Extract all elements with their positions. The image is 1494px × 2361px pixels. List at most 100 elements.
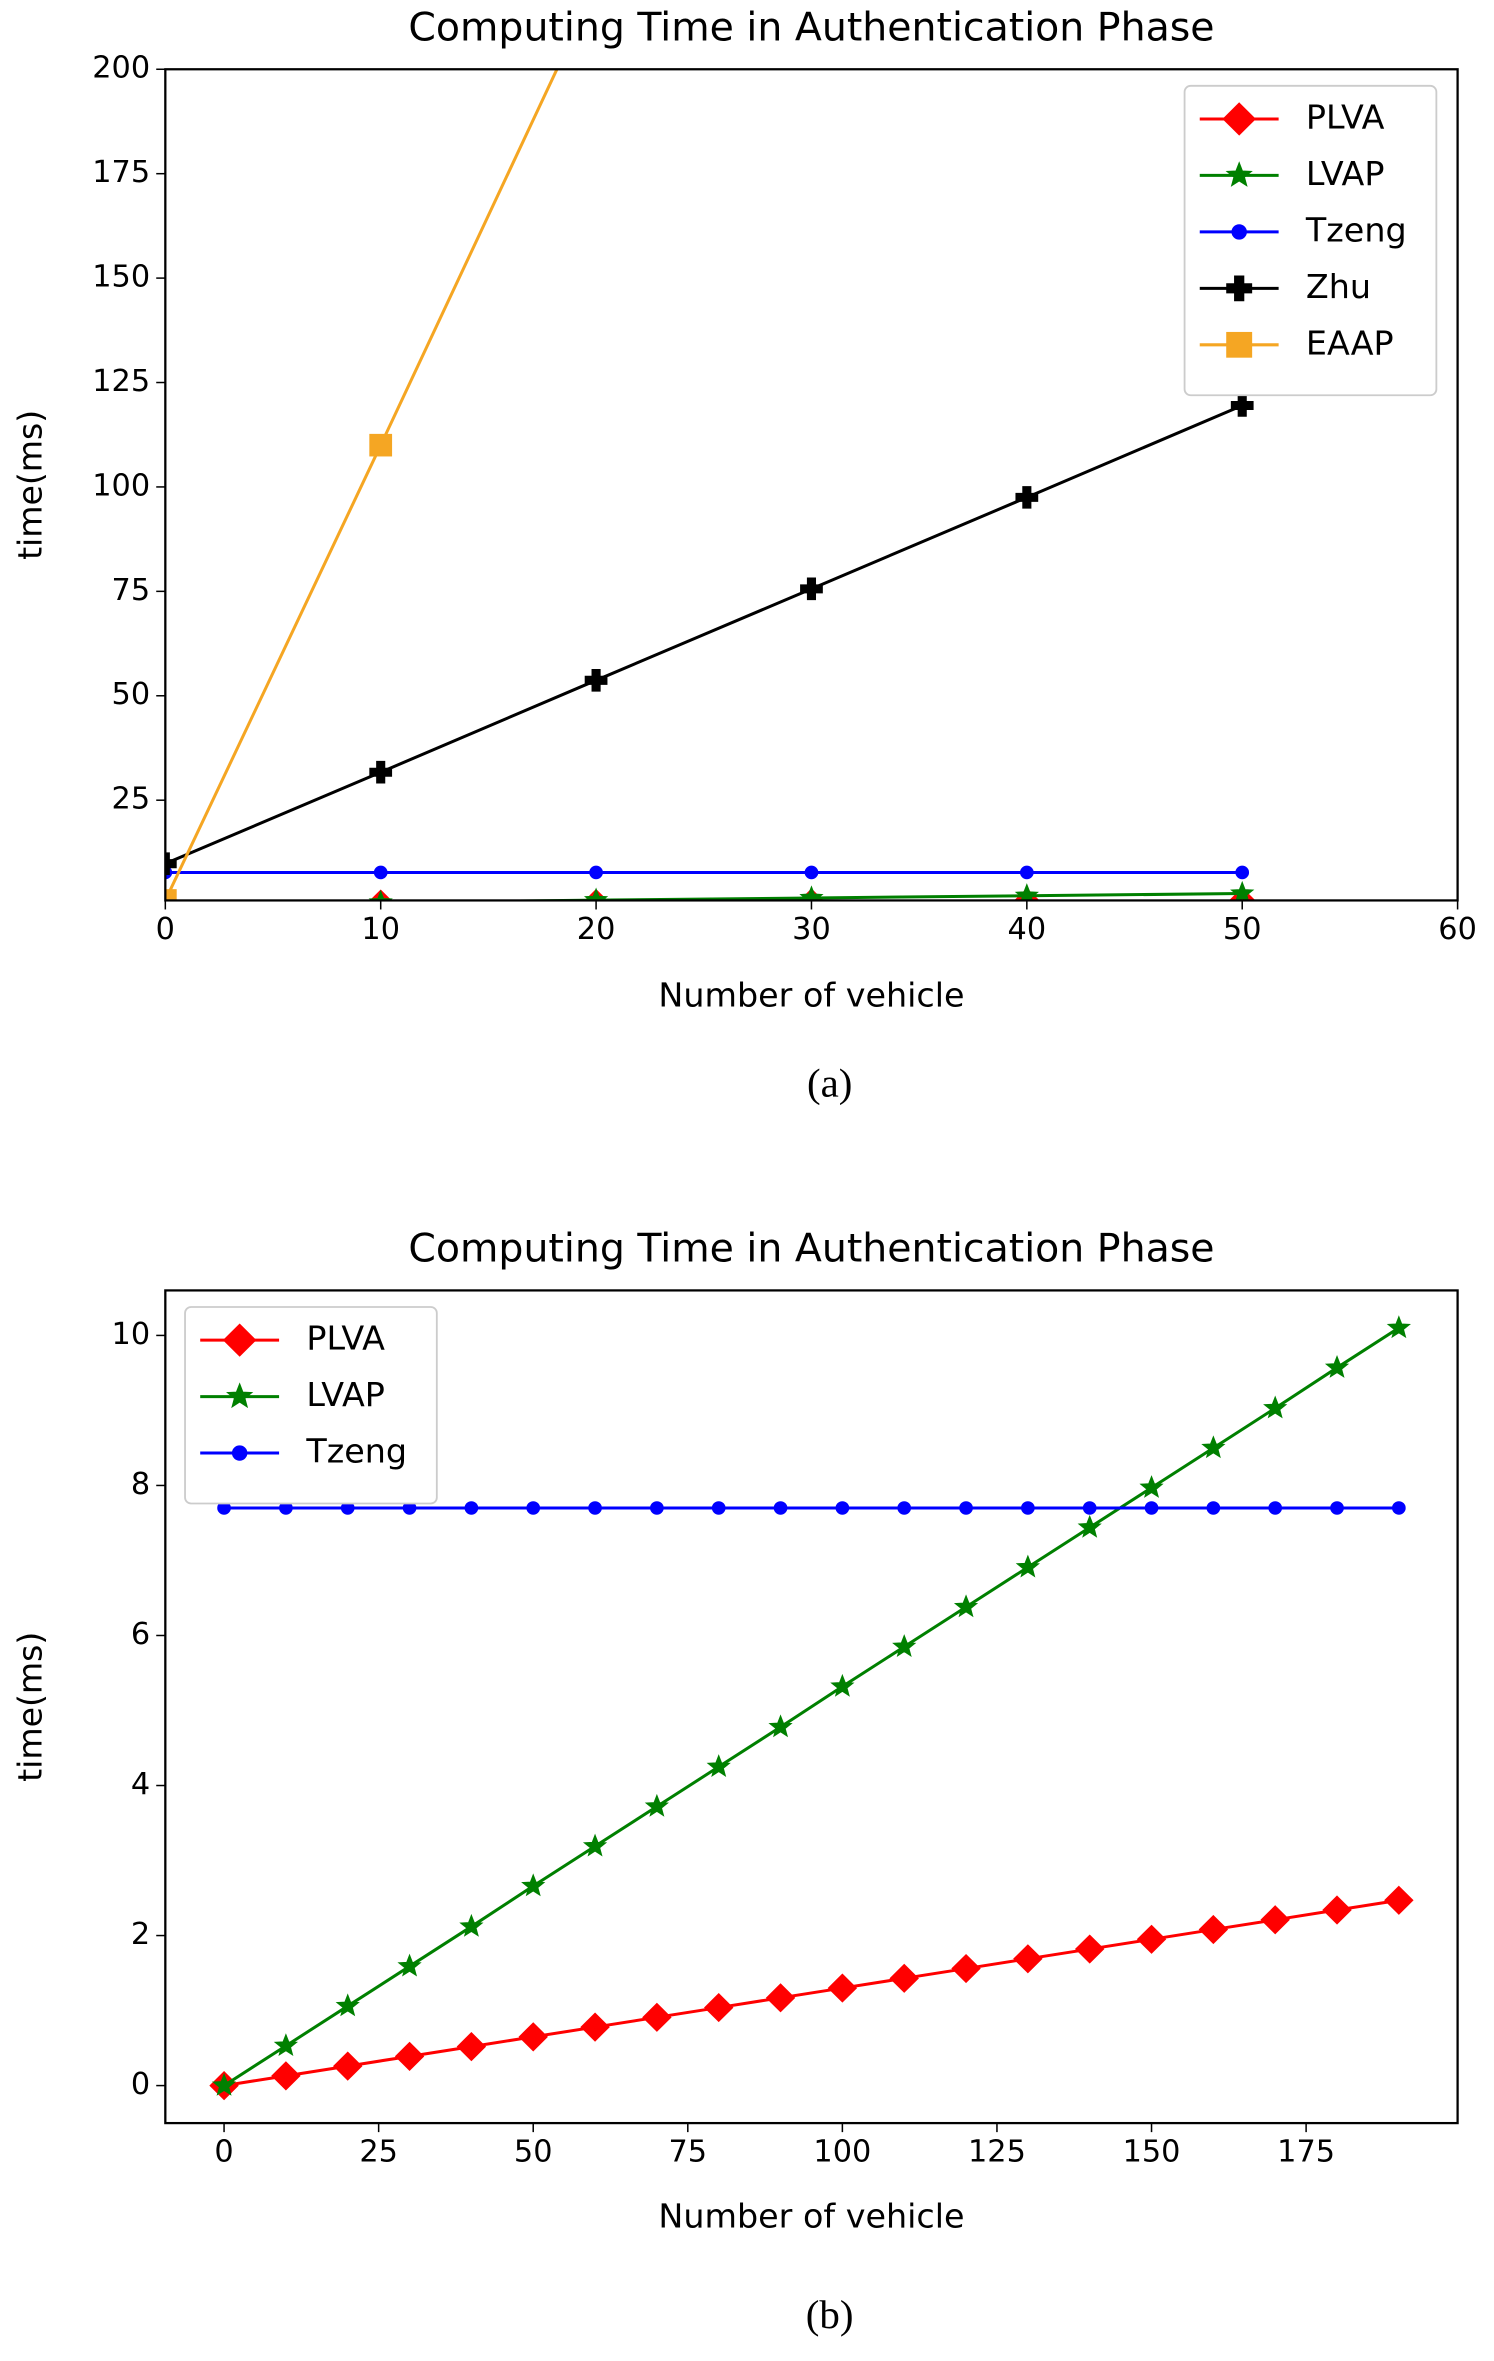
- circle-marker: [650, 1501, 664, 1515]
- y-tick-label: 8: [131, 1467, 150, 1502]
- diamond-marker: [271, 2061, 301, 2091]
- x-tick-label: 100: [813, 2135, 871, 2170]
- series-line: [223, 1326, 1400, 2087]
- series-line: [1224, 900, 1243, 901]
- diamond-marker: [951, 1953, 981, 1984]
- plus-marker: [1230, 394, 1254, 417]
- circle-marker: [231, 1445, 248, 1461]
- diamond-marker: [1322, 1895, 1352, 1925]
- series-line: [165, 404, 1243, 866]
- y-tick-label: 50: [112, 677, 151, 712]
- square-marker: [165, 889, 177, 901]
- star-marker: [1225, 161, 1253, 187]
- circle-marker: [897, 1501, 912, 1515]
- circle-marker: [1020, 865, 1034, 880]
- circle-marker: [711, 1501, 726, 1515]
- star-marker: [1201, 1435, 1226, 1459]
- circle-marker: [804, 865, 819, 880]
- star-marker: [799, 885, 824, 901]
- legend-label: Tzeng: [305, 1432, 407, 1471]
- diamond-marker: [333, 2051, 363, 2081]
- x-tick-label: 10: [361, 912, 400, 947]
- x-tick-label: 0: [156, 912, 175, 947]
- star-marker: [830, 1673, 855, 1697]
- series-line: [165, 69, 559, 901]
- x-axis-label: Number of vehicle: [658, 2197, 964, 2236]
- legend-label: Tzeng: [1305, 210, 1407, 249]
- star-marker: [368, 889, 393, 901]
- diamond-marker: [456, 2031, 487, 2062]
- y-tick-label: 175: [92, 155, 150, 190]
- y-tick-label: 75: [112, 573, 151, 608]
- star-marker: [583, 887, 609, 901]
- diamond-marker: [1074, 1934, 1105, 1964]
- plus-marker: [584, 669, 608, 692]
- y-axis-label: time(ms): [10, 1632, 49, 1782]
- circle-marker: [588, 1501, 602, 1515]
- legend-box: [1183, 84, 1438, 397]
- circle-marker: [1082, 1501, 1097, 1515]
- circle-marker: [1021, 1501, 1035, 1515]
- plot-area: [209, 1315, 1414, 2101]
- x-tick-label: 150: [1123, 2135, 1181, 2170]
- x-tick-label: 50: [1223, 912, 1262, 947]
- caption: (b): [806, 2292, 854, 2337]
- star-marker: [768, 1714, 793, 1738]
- legend-label: LVAP: [306, 1375, 385, 1414]
- y-tick-label: 25: [112, 782, 151, 817]
- star-marker: [459, 1913, 484, 1937]
- diamond-marker: [827, 1973, 858, 2003]
- star-marker: [521, 1873, 546, 1897]
- star-marker: [273, 2033, 298, 2057]
- plus-marker: [800, 577, 823, 601]
- circle-marker: [1330, 1501, 1344, 1515]
- diamond-marker: [703, 1992, 734, 2023]
- legend-label: PLVA: [306, 1319, 385, 1358]
- chart-title: Computing Time in Authentication Phase: [408, 6, 1214, 51]
- circle-marker: [959, 1501, 973, 1515]
- x-tick-label: 175: [1277, 2135, 1335, 2170]
- y-tick-label: 4: [131, 1767, 150, 1802]
- diamond-marker: [580, 2012, 610, 2042]
- star-marker: [397, 1953, 422, 1977]
- y-tick-label: 2: [131, 1917, 150, 1952]
- diamond-marker: [222, 1323, 257, 1357]
- legend: PLVA LVAP Tzeng: [184, 1306, 438, 1505]
- circle-marker: [526, 1501, 541, 1515]
- legend-label: PLVA: [1306, 98, 1385, 137]
- circle-marker: [1206, 1501, 1221, 1515]
- x-tick-label: 75: [669, 2135, 708, 2170]
- diamond-marker: [394, 2041, 425, 2071]
- circle-marker: [1268, 1501, 1283, 1515]
- y-tick-label: 10: [112, 1317, 151, 1352]
- star-marker: [1386, 1315, 1411, 1339]
- star-marker: [706, 1754, 731, 1777]
- y-tick-label: 150: [92, 260, 150, 295]
- plus-marker: [1015, 486, 1039, 509]
- y-tick-label: 100: [92, 469, 150, 504]
- star-marker: [1139, 1475, 1164, 1498]
- x-tick-label: 60: [1438, 912, 1477, 947]
- plus-marker: [165, 852, 177, 875]
- diamond-marker: [765, 1983, 796, 2013]
- x-tick-label: 30: [792, 912, 831, 947]
- y-tick-label: 6: [131, 1617, 150, 1652]
- star-marker: [892, 1634, 917, 1657]
- y-tick-label: 0: [131, 2067, 150, 2102]
- caption: (a): [807, 1061, 852, 1106]
- y-tick-label: 200: [92, 51, 150, 86]
- star-marker: [335, 1993, 360, 2017]
- diamond-marker: [1198, 1914, 1229, 1945]
- circle-marker: [1392, 1501, 1406, 1515]
- x-tick-label: 25: [359, 2135, 398, 2170]
- circle-marker: [835, 1501, 850, 1515]
- y-tick-label: 125: [92, 364, 150, 399]
- star-marker: [1077, 1514, 1102, 1538]
- plot-frame: [164, 68, 1459, 902]
- diamond-marker: [1013, 1944, 1043, 1974]
- diamond-marker: [1136, 1924, 1167, 1954]
- plus-marker: [369, 760, 393, 784]
- x-tick-label: 0: [214, 2135, 233, 2170]
- x-tick-label: 40: [1008, 912, 1047, 947]
